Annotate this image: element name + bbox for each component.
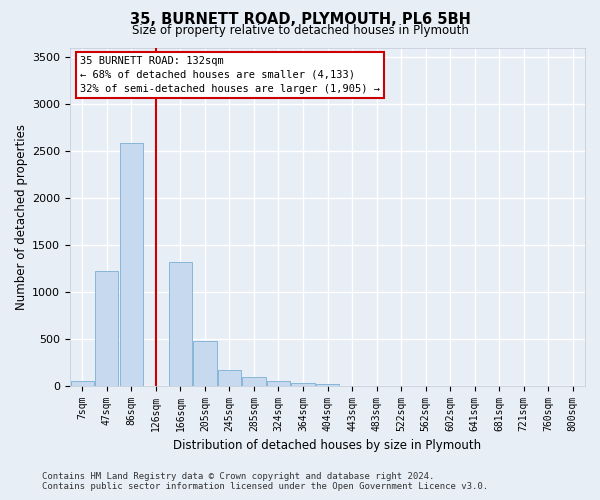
Bar bbox=[267, 381, 290, 386]
Bar bbox=[119, 144, 143, 386]
Bar bbox=[95, 272, 118, 386]
Text: Size of property relative to detached houses in Plymouth: Size of property relative to detached ho… bbox=[131, 24, 469, 37]
Bar bbox=[316, 384, 339, 386]
Bar bbox=[242, 377, 266, 386]
Text: 35, BURNETT ROAD, PLYMOUTH, PL6 5BH: 35, BURNETT ROAD, PLYMOUTH, PL6 5BH bbox=[130, 12, 470, 28]
Bar bbox=[193, 341, 217, 386]
Bar bbox=[218, 370, 241, 386]
Bar bbox=[71, 382, 94, 386]
Text: Contains HM Land Registry data © Crown copyright and database right 2024.: Contains HM Land Registry data © Crown c… bbox=[42, 472, 434, 481]
Y-axis label: Number of detached properties: Number of detached properties bbox=[15, 124, 28, 310]
X-axis label: Distribution of detached houses by size in Plymouth: Distribution of detached houses by size … bbox=[173, 440, 482, 452]
Text: 35 BURNETT ROAD: 132sqm
← 68% of detached houses are smaller (4,133)
32% of semi: 35 BURNETT ROAD: 132sqm ← 68% of detache… bbox=[80, 56, 380, 94]
Text: Contains public sector information licensed under the Open Government Licence v3: Contains public sector information licen… bbox=[42, 482, 488, 491]
Bar bbox=[169, 262, 192, 386]
Bar bbox=[292, 384, 314, 386]
